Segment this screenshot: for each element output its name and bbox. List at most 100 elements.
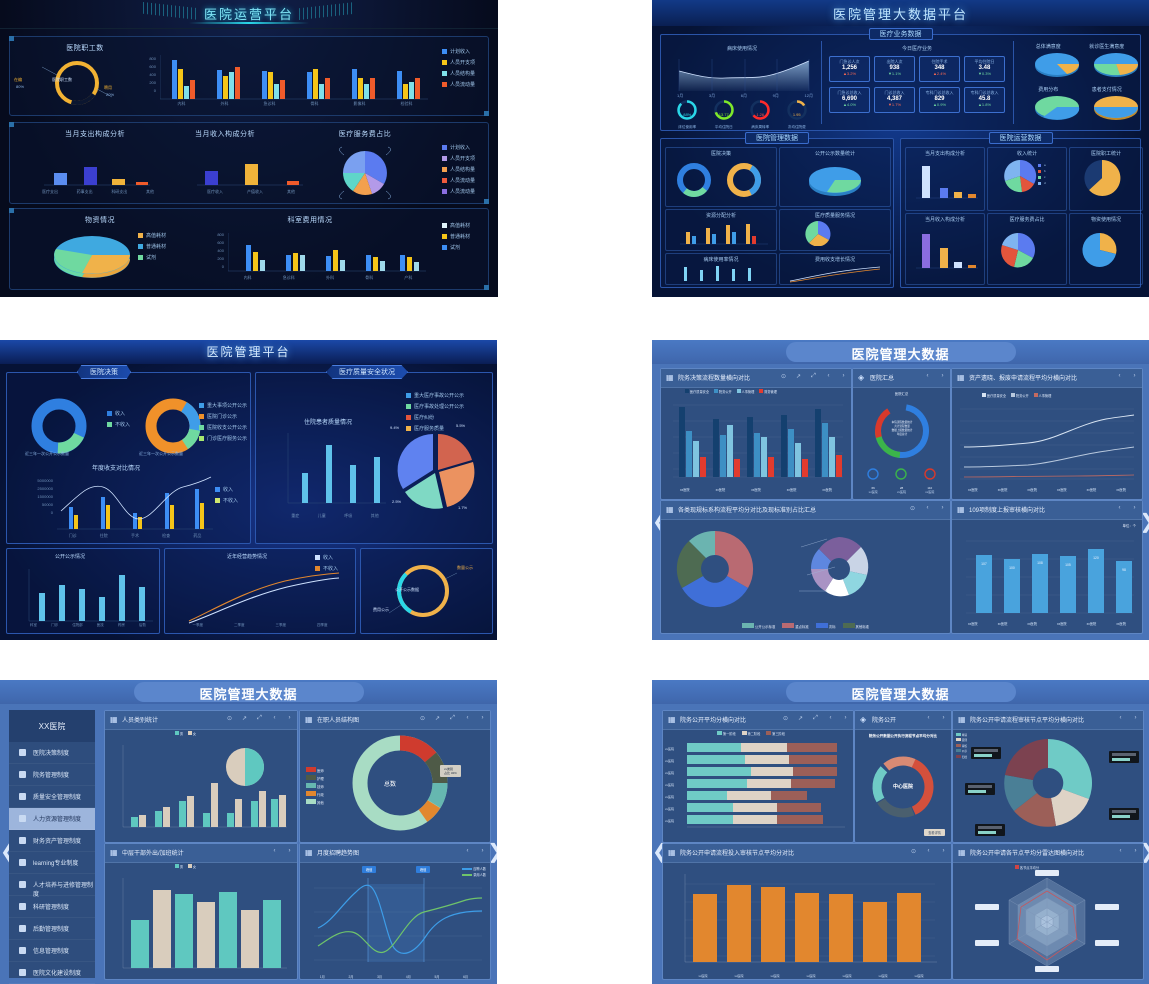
control-prev-icon[interactable]: ‹ — [926, 373, 929, 379]
kpi-card[interactable]: 门急诊人次 1,256 ▲3.2% — [829, 56, 870, 82]
card-controls[interactable]: ⊙ ↗ ⤢ ‹ › — [779, 373, 848, 380]
card-orange-bars[interactable]: ▦ 院务公开申请流程投入审核节点平均分对比 ⊙ ‹ › — [662, 843, 952, 980]
kpi-card[interactable]: 门诊总收入 4,387 ▼1.7% — [874, 87, 915, 113]
card-decision-bar[interactable]: ▦ 院务决策流程数量横向对比 ⊙ ↗ ⤢ ‹ › 医疗质量安全 院务公开 人事管… — [660, 368, 852, 500]
control-prev-icon[interactable]: ‹ — [829, 715, 832, 721]
card-hospital-summary[interactable]: ◈ 医院汇总 ‹ › 医院汇总 本院流程数量统计 共计流程数量 数据上报数量统计 年度… — [852, 368, 951, 500]
sidebar-item-6[interactable]: 人才培养与进修管理制度 — [9, 874, 95, 898]
panel-hospital-operations[interactable]: 医院运营平台 医院职工数 医院职工数 在编 80% 聘用 20% 800 600 … — [0, 0, 498, 297]
sidebar-item-1[interactable]: 院务管理制度 — [9, 764, 95, 786]
panel-bigdata-public[interactable]: 医院管理大数据 ❮ ❯ ▦ 院务公开平均分横向对比 ⊙ ↗ ⤢ ‹ › 第一阶段 — [652, 680, 1149, 984]
card-controls[interactable]: ⊙ ↗ ⤢ ‹ › — [225, 715, 294, 722]
card-109-bars[interactable]: ▦ 109项制度上报审核横向对比 ‹ › 单位：个 — [951, 500, 1143, 634]
mgmt-card-3[interactable]: 医疗质量服务情况 — [779, 209, 891, 251]
panel-hospital-management-platform[interactable]: 医院管理平台 医院决策 近三年一次公开公示数量 收入 不收入 近三年一次公开公示… — [0, 340, 497, 640]
control-prev-icon[interactable]: ‹ — [1118, 373, 1121, 379]
sidebar[interactable]: XX医院 医院决策制度 院务管理制度 质量安全管理制度 人力资源管理制度 财务资… — [9, 710, 95, 984]
control-prev-icon[interactable]: ‹ — [466, 848, 469, 854]
ops-card-2[interactable]: 医院职工统计 — [1069, 147, 1143, 211]
control-prev-icon[interactable]: ‹ — [1119, 848, 1122, 854]
card-controls[interactable]: ‹ › — [463, 848, 487, 854]
carousel-next-arrow[interactable]: ❯ — [1139, 835, 1149, 869]
control-prev-icon[interactable]: ‹ — [827, 373, 830, 379]
panel-hospital-bigdata-platform[interactable]: 医院管理大数据平台 医疗业务数据 病床使用情况 — [652, 0, 1149, 297]
control-prev-icon[interactable]: ‹ — [927, 715, 930, 721]
control-refresh-icon[interactable]: ⊙ — [780, 374, 787, 380]
mgmt-card-5[interactable]: 费用收支增长情况 — [779, 253, 891, 285]
ops-card-1[interactable]: 收入统计 a b c d — [987, 147, 1067, 211]
kpi-card[interactable]: 专科门诊总收入 829 ▲0.9% — [919, 87, 960, 113]
control-next-icon[interactable]: › — [844, 715, 847, 721]
kpi-card[interactable]: 专科门诊总收入 45.8 ▲1.8% — [964, 87, 1005, 113]
card-controls[interactable]: ‹ › — [1116, 848, 1140, 854]
sidebar-item-0[interactable]: 医院决策制度 — [9, 742, 95, 764]
ops-card-4[interactable]: 医疗服务费占比 — [987, 213, 1067, 285]
control-expand-icon[interactable]: ↗ — [797, 716, 804, 722]
sidebar-item-7[interactable]: 科研管理制度 — [9, 896, 95, 918]
control-fullscreen-icon[interactable]: ⤢ — [450, 715, 455, 721]
sidebar-item-8[interactable]: 后勤管理制度 — [9, 918, 95, 940]
kpi-card[interactable]: 出院人次 938 ▼1.1% — [874, 56, 915, 82]
card-controls[interactable]: ‹ › — [1115, 505, 1139, 511]
control-refresh-icon[interactable]: ⊙ — [782, 716, 789, 722]
control-next-icon[interactable]: › — [1133, 505, 1136, 511]
card-asset-line[interactable]: ▦ 资产遗晓、报废申请流程平均分横向对比 ‹ › 医疗质量安全 院务公开 人事管… — [951, 368, 1143, 500]
control-prev-icon[interactable]: ‹ — [466, 715, 469, 721]
control-prev-icon[interactable]: ‹ — [273, 848, 276, 854]
card-node-donut[interactable]: ▦ 院务公开申请流程审核节点平均分横向对比 ‹ › 申请 受理 审核 公示 归档 — [952, 710, 1144, 843]
sidebar-item-5[interactable]: learning专业制度 — [9, 852, 95, 874]
card-bottom-bars[interactable]: 公开公示情况 科室 门诊 住院部 医技 药房 后勤 — [6, 548, 160, 634]
mgmt-card-0[interactable]: 医院决策 — [665, 147, 777, 207]
control-next-icon[interactable]: › — [288, 715, 291, 721]
control-refresh-icon[interactable]: ⊙ — [910, 849, 917, 855]
card-controls[interactable]: ‹ › — [270, 848, 294, 854]
carousel-prev-arrow[interactable]: ❮ — [652, 841, 669, 863]
control-refresh-icon[interactable]: ⊙ — [226, 716, 233, 722]
panel-bigdata-hr[interactable]: 医院管理大数据 ❮ ❯ XX医院 医院决策制度 院务管理制度 质量安全管理制度 … — [0, 680, 497, 984]
control-prev-icon[interactable]: ‹ — [1118, 505, 1121, 511]
carousel-next-arrow[interactable]: ❯ — [1139, 505, 1149, 539]
control-prev-icon[interactable]: ‹ — [273, 715, 276, 721]
control-next-icon[interactable]: › — [1134, 715, 1137, 721]
card-controls[interactable]: ‹ › — [923, 373, 947, 379]
ops-card-0[interactable]: 当月支出构成分析 — [905, 147, 985, 211]
control-next-icon[interactable]: › — [1133, 373, 1136, 379]
control-prev-icon[interactable]: ‹ — [926, 505, 929, 511]
ops-card-3[interactable]: 当月收入构成分析 — [905, 213, 985, 285]
card-controls[interactable]: ⊙ ‹ › — [908, 505, 947, 512]
control-fullscreen-icon[interactable]: ⤢ — [811, 373, 816, 379]
control-next-icon[interactable]: › — [942, 848, 945, 854]
card-cadre-stats[interactable]: ▦ 中层干部外出/加班统计 ‹ › 男 女 — [104, 843, 298, 980]
card-staff-category[interactable]: ▦ 人员类别统计 ⊙ ↗ ⤢ ‹ › 男 女 — [104, 710, 298, 843]
control-next-icon[interactable]: › — [288, 848, 291, 854]
control-refresh-icon[interactable]: ⊙ — [909, 506, 916, 512]
card-controls[interactable]: ⊙ ↗ ⤢ ‹ › — [781, 715, 850, 722]
control-next-icon[interactable]: › — [942, 715, 945, 721]
sidebar-item-10[interactable]: 医院文化建设制度 — [9, 962, 95, 984]
mgmt-card-2[interactable]: 资源分配分析 — [665, 209, 777, 251]
control-fullscreen-icon[interactable]: ⤢ — [257, 715, 262, 721]
control-expand-icon[interactable]: ↗ — [434, 716, 441, 722]
control-next-icon[interactable]: › — [1134, 848, 1137, 854]
control-expand-icon[interactable]: ↗ — [241, 716, 248, 722]
card-controls[interactable]: ‹ › — [924, 715, 948, 721]
control-next-icon[interactable]: › — [941, 373, 944, 379]
card-controls[interactable]: ⊙ ‹ › — [909, 848, 948, 855]
card-recruit-trend[interactable]: ▦ 月度招聘趋势图 ‹ › 应聘人数 录用人数 峰值 峰值 — [299, 843, 491, 980]
card-public-donut[interactable]: ◈ 院务公开 ‹ › 院务公开数据公开执行流程节点平均分对比 中 — [854, 710, 952, 843]
control-next-icon[interactable]: › — [481, 715, 484, 721]
card-controls[interactable]: ‹ › — [1116, 715, 1140, 721]
sidebar-item-3[interactable]: 人力资源管理制度 — [9, 808, 95, 830]
control-next-icon[interactable]: › — [941, 505, 944, 511]
panel-bigdata-decision[interactable]: 医院管理大数据 ❮ ❯ ▦ 院务决策流程数量横向对比 ⊙ ↗ ⤢ ‹ › 医疗质… — [652, 340, 1149, 640]
detail-badge[interactable]: 查看详情 — [924, 829, 945, 836]
card-controls[interactable]: ‹ › — [1115, 373, 1139, 379]
card-public-ring[interactable]: 公开公示数据 数量公示 费用公示 — [360, 548, 493, 634]
mgmt-card-1[interactable]: 公开公示数量统计 — [779, 147, 891, 207]
sidebar-item-4[interactable]: 财务资产管理制度 — [9, 830, 95, 852]
sidebar-item-2[interactable]: 质量安全管理制度 — [9, 786, 95, 808]
kpi-card[interactable]: 平均住院日 3.48 ▼0.3% — [964, 56, 1005, 82]
kpi-card[interactable]: 住院手术 348 ▲2.4% — [919, 56, 960, 82]
card-public-hbar[interactable]: ▦ 院务公开平均分横向对比 ⊙ ↗ ⤢ ‹ › 第一阶段 第二阶段 第三阶段 — [662, 710, 854, 843]
kpi-card[interactable]: 门急诊总收入 6,690 ▲4.0% — [829, 87, 870, 113]
